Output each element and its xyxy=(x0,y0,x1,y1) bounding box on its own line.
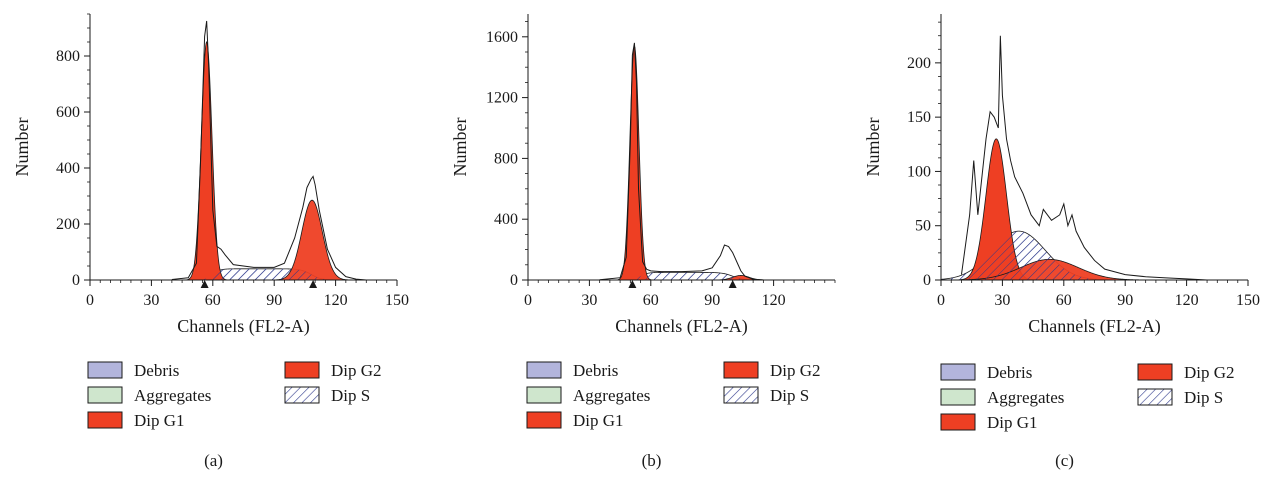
x-tick-label: 150 xyxy=(385,292,409,309)
legend: Debris Aggregates Dip G1 Dip G2 Dip S xyxy=(87,361,382,430)
y-tick-label: 1600 xyxy=(486,29,518,46)
peak-marker xyxy=(309,280,318,288)
legend-label: Dip G2 xyxy=(331,361,382,380)
legend-label: Dip S xyxy=(1184,388,1223,407)
legend-label: Debris xyxy=(573,361,618,380)
legend-label: Dip G1 xyxy=(134,411,185,430)
legend-label: Dip G1 xyxy=(987,413,1038,432)
x-tick-label: 120 xyxy=(1175,292,1199,309)
panel-label: (b) xyxy=(642,451,662,470)
y-axis-label: Number xyxy=(12,118,32,177)
dip-g2-area xyxy=(90,199,397,281)
x-tick-label: 90 xyxy=(1117,292,1133,309)
x-tick-label: 120 xyxy=(324,292,348,309)
legend-swatch-dip-s xyxy=(723,386,759,404)
legend-label: Dip G2 xyxy=(1184,363,1235,382)
x-axis-label: Channels (FL2-A) xyxy=(177,316,309,337)
legend-swatch-debris xyxy=(940,363,976,381)
legend-swatch-debris xyxy=(526,361,562,379)
x-tick-label: 0 xyxy=(524,292,532,309)
y-axis-label: Number xyxy=(863,118,883,177)
y-tick-label: 50 xyxy=(915,218,931,235)
legend-swatch-aggregates xyxy=(526,386,562,404)
y-axis-label: Number xyxy=(450,118,470,177)
legend-swatch-dip-g2 xyxy=(284,361,320,379)
legend-label: Dip G1 xyxy=(573,411,624,430)
y-tick-label: 200 xyxy=(907,55,931,72)
legend-swatch-dip-g1 xyxy=(87,411,123,429)
panel-label: (c) xyxy=(1055,451,1074,470)
legend-label: Debris xyxy=(134,361,179,380)
legend: Debris Aggregates Dip G1 Dip G2 Dip S xyxy=(526,361,821,430)
chart-panel-3: 0 30 60 90 120 150 0 50 100 150 200 Channels (FL2-A… xyxy=(863,14,1260,470)
dip-g1-area xyxy=(528,44,835,281)
legend-swatch-debris xyxy=(87,361,123,379)
legend-swatch-aggregates xyxy=(87,386,123,404)
legend-swatch-dip-g1 xyxy=(940,413,976,431)
x-tick-label: 0 xyxy=(937,292,945,309)
y-tick-label: 800 xyxy=(56,48,80,65)
legend-swatch-dip-g1 xyxy=(526,411,562,429)
legend-label: Aggregates xyxy=(987,388,1064,407)
y-tick-label: 0 xyxy=(923,272,931,289)
legend-swatch-dip-g2 xyxy=(723,361,759,379)
legend-swatch-dip-s xyxy=(1137,388,1173,406)
x-tick-label: 30 xyxy=(581,292,597,309)
legend-label: Dip S xyxy=(770,386,809,405)
x-tick-label: 30 xyxy=(143,292,159,309)
x-tick-label: 90 xyxy=(266,292,282,309)
legend: Debris Aggregates Dip G1 Dip G2 Dip S xyxy=(940,363,1235,432)
peak-marker xyxy=(628,280,637,288)
x-tick-label: 60 xyxy=(205,292,221,309)
dip-s-overlay xyxy=(941,231,1248,280)
x-tick-label: 60 xyxy=(1056,292,1072,309)
legend-label: Dip S xyxy=(331,386,370,405)
y-tick-label: 800 xyxy=(494,150,518,167)
x-axis-label: Channels (FL2-A) xyxy=(1028,316,1160,337)
legend-swatch-dip-s xyxy=(284,386,320,404)
peak-marker xyxy=(728,280,737,288)
dip-g1-area xyxy=(90,41,397,281)
peak-marker xyxy=(200,280,209,288)
y-tick-label: 150 xyxy=(907,109,931,126)
y-tick-label: 400 xyxy=(56,160,80,177)
x-axis-label: Channels (FL2-A) xyxy=(615,316,747,337)
y-tick-label: 0 xyxy=(72,272,80,289)
x-tick-label: 60 xyxy=(643,292,659,309)
y-tick-label: 1200 xyxy=(486,90,518,107)
legend-swatch-aggregates xyxy=(940,388,976,406)
y-tick-label: 0 xyxy=(510,272,518,289)
y-tick-label: 400 xyxy=(494,211,518,228)
legend-label: Aggregates xyxy=(573,386,650,405)
dip-s-overlay xyxy=(528,272,835,280)
legend-swatch-dip-g2 xyxy=(1137,363,1173,381)
histogram-line xyxy=(960,35,1208,281)
dip-s-overlay xyxy=(90,268,397,280)
x-tick-label: 120 xyxy=(762,292,786,309)
histogram-line xyxy=(171,20,367,281)
chart-panel-1: 0 30 60 90 120 150 0 200 400 600 800 Channels (FL2-… xyxy=(12,13,409,470)
legend-label: Debris xyxy=(987,363,1032,382)
panel-label: (a) xyxy=(204,451,223,470)
x-tick-label: 30 xyxy=(994,292,1010,309)
y-tick-label: 600 xyxy=(56,104,80,121)
histogram-line xyxy=(599,42,774,281)
x-tick-label: 90 xyxy=(704,292,720,309)
y-tick-label: 200 xyxy=(56,216,80,233)
x-tick-label: 150 xyxy=(1236,292,1260,309)
legend-label: Dip G2 xyxy=(770,361,821,380)
y-tick-label: 100 xyxy=(907,163,931,180)
legend-label: Aggregates xyxy=(134,386,211,405)
x-tick-label: 0 xyxy=(86,292,94,309)
